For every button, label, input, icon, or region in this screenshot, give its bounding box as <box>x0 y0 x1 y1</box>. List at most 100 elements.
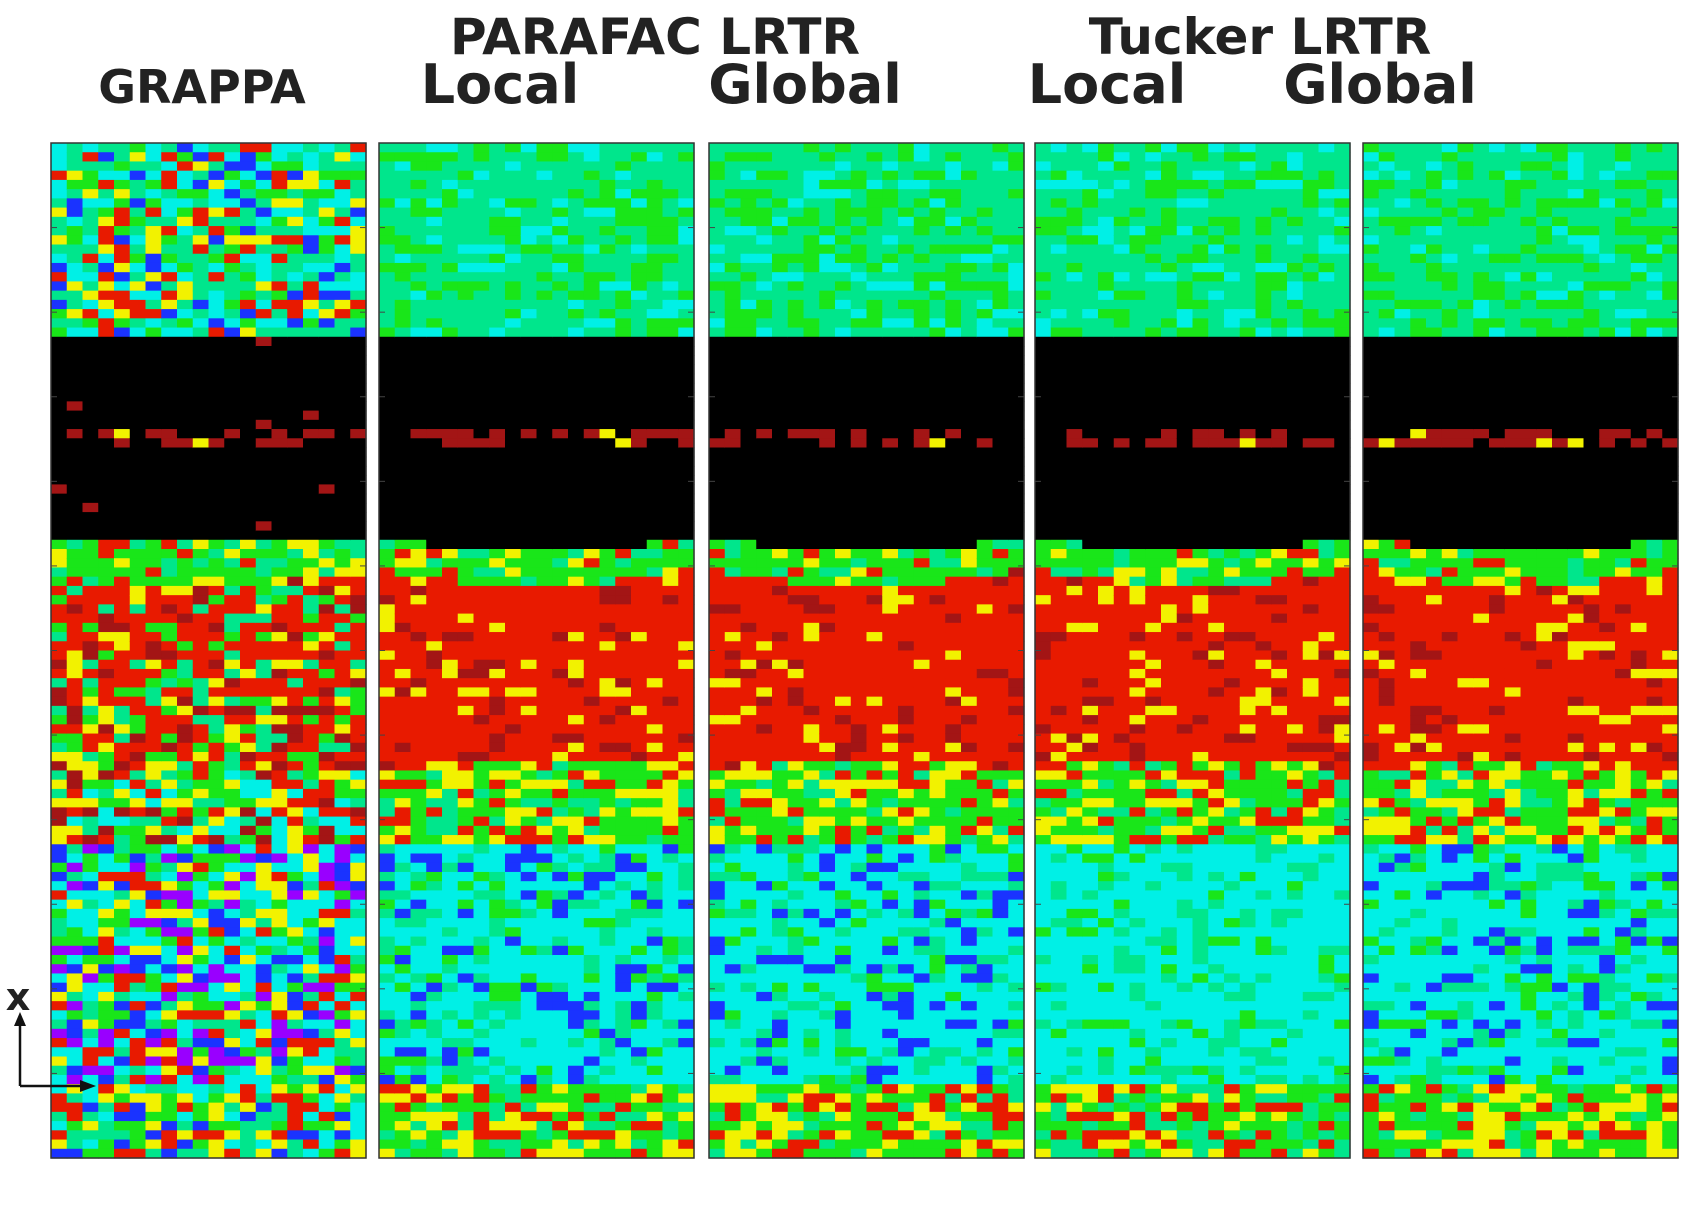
heatmap-cell <box>271 687 288 698</box>
heatmap-cell <box>583 336 601 347</box>
heatmap-cell <box>740 844 757 855</box>
heatmap-cell <box>662 770 679 781</box>
heatmap-cell <box>442 752 459 762</box>
heatmap-cell <box>66 419 84 430</box>
heatmap-cell <box>66 798 84 808</box>
heatmap-cell <box>161 179 178 190</box>
heatmap-cell <box>51 1148 68 1159</box>
heatmap-cell <box>177 429 194 439</box>
heatmap-cell <box>568 622 585 633</box>
heatmap-cell <box>255 502 273 513</box>
heatmap-cell <box>394 1001 412 1011</box>
heatmap-cell <box>426 632 443 642</box>
heatmap-cell <box>192 327 210 338</box>
heatmap-cell <box>505 143 522 153</box>
heatmap-cell <box>520 705 538 716</box>
heatmap-cell <box>615 161 632 172</box>
heatmap-cell <box>350 327 367 338</box>
heatmap-cell <box>145 1056 162 1067</box>
heatmap-cell <box>505 382 522 393</box>
heatmap-cell <box>161 650 178 661</box>
heatmap-cell <box>224 742 241 753</box>
heatmap-cell <box>255 752 273 762</box>
heatmap-cell <box>536 1056 553 1067</box>
heatmap-cell <box>724 1148 742 1159</box>
heatmap-cell <box>192 724 210 735</box>
heatmap-cell <box>271 521 288 532</box>
heatmap-cell <box>240 161 257 172</box>
heatmap-cell <box>568 530 585 541</box>
heatmap-cell <box>145 447 162 458</box>
heatmap-cell <box>145 207 162 218</box>
heatmap-cell <box>145 216 162 227</box>
heatmap-cell <box>287 198 304 209</box>
heatmap-cell <box>177 585 194 596</box>
heatmap-cell <box>129 272 147 283</box>
heatmap-cell <box>489 216 506 227</box>
heatmap-cell <box>756 632 773 642</box>
heatmap-cell <box>161 576 178 587</box>
heatmap-cell <box>98 918 115 928</box>
heatmap-cell <box>678 595 695 605</box>
heatmap-cell <box>145 465 162 476</box>
heatmap-cell <box>287 724 304 735</box>
heatmap-cell <box>520 622 538 633</box>
heatmap-cell <box>177 733 194 744</box>
heatmap-cell <box>552 262 569 273</box>
heatmap-cell <box>51 281 68 292</box>
heatmap-cell <box>583 678 601 689</box>
heatmap-cell <box>536 788 553 799</box>
heatmap-cell <box>161 918 178 928</box>
heatmap-cell <box>379 770 396 781</box>
heatmap-cell <box>520 475 538 486</box>
heatmap-cell <box>334 955 351 965</box>
heatmap-cell <box>457 143 475 153</box>
heatmap-cell <box>394 521 412 532</box>
heatmap-cell <box>82 346 99 356</box>
heatmap-cell <box>192 355 210 366</box>
heatmap-cell <box>740 613 757 624</box>
heatmap-cell <box>410 705 427 716</box>
heatmap-cell <box>662 973 679 984</box>
heatmap-cell <box>224 650 241 661</box>
heatmap-cell <box>724 143 742 153</box>
heatmap-cell <box>240 927 257 938</box>
heatmap-cell <box>379 788 396 799</box>
heatmap-cell <box>394 1056 412 1067</box>
heatmap-cell <box>631 752 648 762</box>
heatmap-cell <box>457 918 475 928</box>
heatmap-cell <box>662 724 679 735</box>
heatmap-cell <box>66 318 84 329</box>
heatmap-cell <box>224 871 241 882</box>
heatmap-cell <box>489 558 506 569</box>
heatmap-cell <box>772 521 789 532</box>
heatmap-cell <box>98 346 115 356</box>
panel-title-grappa: GRAPPA <box>98 60 306 114</box>
heatmap-cell <box>145 1111 162 1122</box>
heatmap-cell <box>98 613 115 624</box>
heatmap-cell <box>303 1010 320 1021</box>
heatmap-cell <box>709 595 726 605</box>
heatmap-cell <box>536 355 553 366</box>
heatmap-cell <box>224 429 241 439</box>
heatmap-cell <box>646 761 664 772</box>
heatmap-cell <box>318 299 336 310</box>
heatmap-cell <box>410 613 427 624</box>
heatmap-cell <box>224 244 241 255</box>
heatmap-cell <box>505 262 522 273</box>
heatmap-cell <box>457 650 475 661</box>
heatmap-cell <box>98 982 115 993</box>
heatmap-cell <box>740 991 757 1002</box>
heatmap-cell <box>350 410 367 421</box>
heatmap-cell <box>442 585 459 596</box>
heatmap-cell <box>724 410 742 421</box>
heatmap-cell <box>489 207 506 218</box>
heatmap-cell <box>583 272 601 283</box>
heatmap-cell <box>287 862 304 873</box>
heatmap-cell <box>678 281 695 292</box>
heatmap-cell <box>255 539 273 550</box>
heatmap-cell <box>66 1074 84 1085</box>
heatmap-cell <box>740 198 757 209</box>
heatmap-cell <box>646 484 664 495</box>
heatmap-cell <box>255 143 273 153</box>
